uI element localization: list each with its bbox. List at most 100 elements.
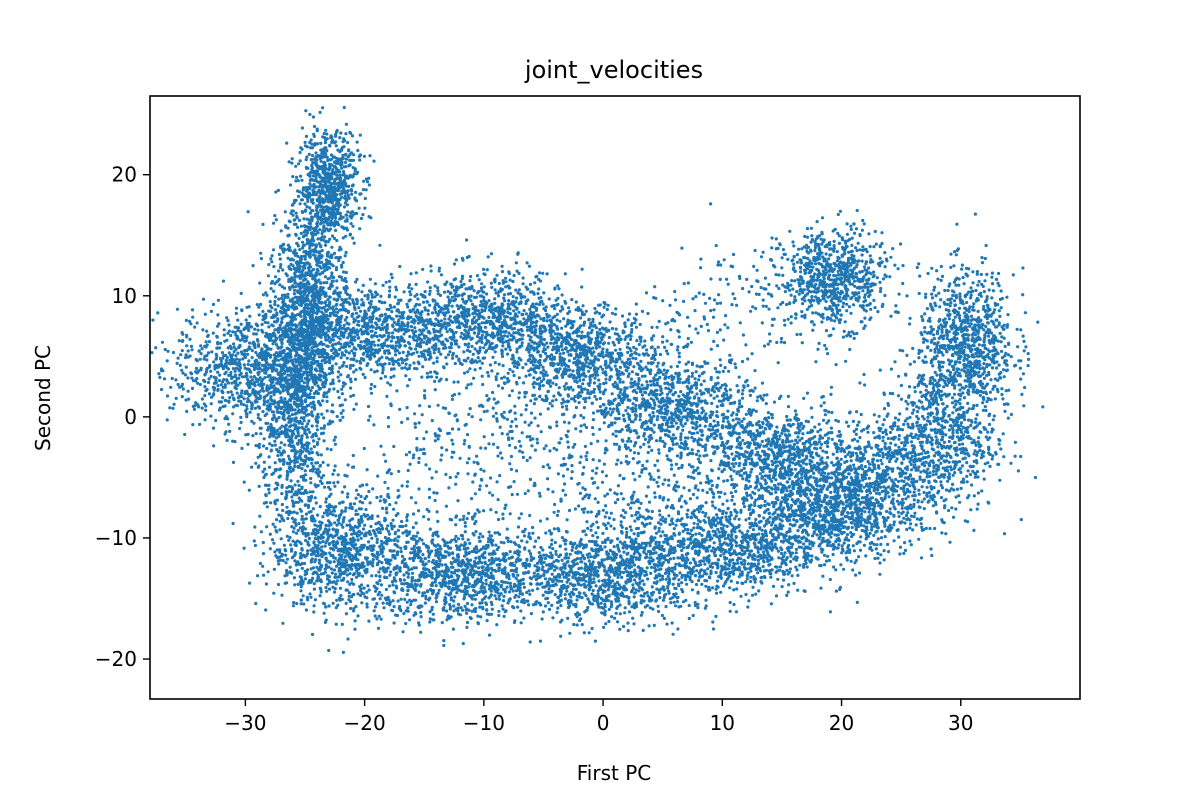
scatter-point — [351, 300, 355, 304]
scatter-point — [340, 387, 344, 391]
scatter-point — [234, 354, 238, 358]
scatter-point — [432, 348, 436, 352]
scatter-point — [466, 370, 470, 374]
scatter-point — [298, 202, 302, 206]
scatter-point — [256, 405, 260, 409]
scatter-point — [358, 153, 362, 157]
scatter-point — [353, 338, 357, 342]
scatter-point — [297, 483, 301, 488]
scatter-point — [300, 147, 304, 151]
scatter-point — [318, 175, 322, 179]
scatter-point — [302, 265, 306, 269]
scatter-point — [386, 344, 390, 348]
scatter-point — [306, 226, 310, 230]
scatter-point — [256, 391, 260, 395]
scatter-point — [327, 211, 331, 215]
scatter-point — [197, 349, 201, 353]
scatter-point — [310, 166, 314, 170]
scatter-point — [319, 453, 323, 457]
scatter-point — [373, 343, 377, 347]
scatter-point — [268, 333, 272, 337]
scatter-point — [300, 422, 304, 426]
scatter-point — [180, 339, 184, 343]
scatter-point — [289, 279, 293, 283]
scatter-point — [284, 376, 288, 380]
scatter-point — [437, 347, 441, 351]
scatter-point — [343, 342, 347, 346]
scatter-point — [331, 276, 336, 280]
scatter-point — [221, 279, 226, 283]
scatter-point — [254, 432, 258, 436]
scatter-point — [369, 382, 374, 387]
scatter-point — [337, 177, 342, 181]
scatter-point — [291, 297, 295, 301]
scatter-point — [191, 315, 195, 319]
scatter-point — [299, 344, 303, 348]
scatter-point — [260, 322, 264, 327]
scatter-point — [268, 378, 272, 382]
scatter-point — [323, 263, 327, 267]
scatter-point — [248, 346, 252, 351]
scatter-point — [264, 371, 268, 375]
scatter-point — [315, 428, 319, 432]
scatter-point — [319, 179, 323, 183]
scatter-point — [309, 138, 313, 142]
scatter-point — [433, 284, 437, 288]
scatter-point — [299, 323, 303, 327]
scatter-point — [228, 429, 232, 433]
scatter-point — [397, 351, 401, 355]
scatter-point — [332, 331, 336, 335]
scatter-point — [439, 319, 443, 323]
scatter-point — [229, 353, 233, 358]
scatter-point — [340, 192, 344, 196]
scatter-point — [195, 377, 199, 381]
scatter-point — [285, 361, 289, 365]
scatter-point — [341, 304, 345, 308]
scatter-point — [270, 254, 274, 258]
scatter-point — [336, 352, 341, 356]
scatter-point — [362, 351, 366, 355]
scatter-point — [230, 376, 234, 380]
scatter-point — [297, 522, 301, 526]
scatter-point — [235, 357, 239, 361]
scatter-point — [287, 454, 291, 458]
scatter-point — [338, 291, 342, 295]
scatter-point — [178, 363, 182, 367]
scatter-point — [426, 321, 430, 326]
scatter-point — [290, 338, 294, 343]
scatter-point — [307, 291, 311, 295]
scatter-point — [425, 318, 429, 322]
scatter-point — [227, 400, 231, 404]
scatter-point — [580, 285, 584, 289]
scatter-point — [303, 398, 308, 402]
scatter-point — [296, 260, 300, 264]
scatter-point — [216, 341, 220, 345]
scatter-point — [405, 302, 409, 306]
scatter-point — [257, 313, 261, 317]
scatter-point — [344, 270, 348, 275]
scatter-point — [469, 337, 473, 341]
scatter-point — [263, 376, 267, 380]
scatter-point — [570, 298, 574, 302]
scatter-point — [335, 286, 339, 290]
scatter-point — [460, 331, 464, 335]
scatter-point — [273, 302, 277, 307]
scatter-point — [223, 398, 227, 402]
scatter-point — [293, 266, 297, 270]
scatter-point — [242, 397, 246, 401]
scatter-point — [435, 375, 439, 379]
scatter-point — [400, 366, 404, 370]
scatter-point — [224, 353, 228, 357]
scatter-point — [341, 260, 345, 265]
scatter-point — [359, 340, 363, 344]
scatter-point — [268, 547, 272, 551]
scatter-point — [263, 313, 267, 317]
scatter-point — [356, 336, 360, 340]
scatter-point — [301, 297, 305, 301]
scatter-point — [159, 367, 164, 371]
scatter-point — [375, 323, 379, 327]
scatter-point — [338, 255, 342, 259]
scatter-point — [346, 374, 350, 378]
scatter-point — [324, 497, 328, 501]
scatter-point — [329, 153, 334, 157]
